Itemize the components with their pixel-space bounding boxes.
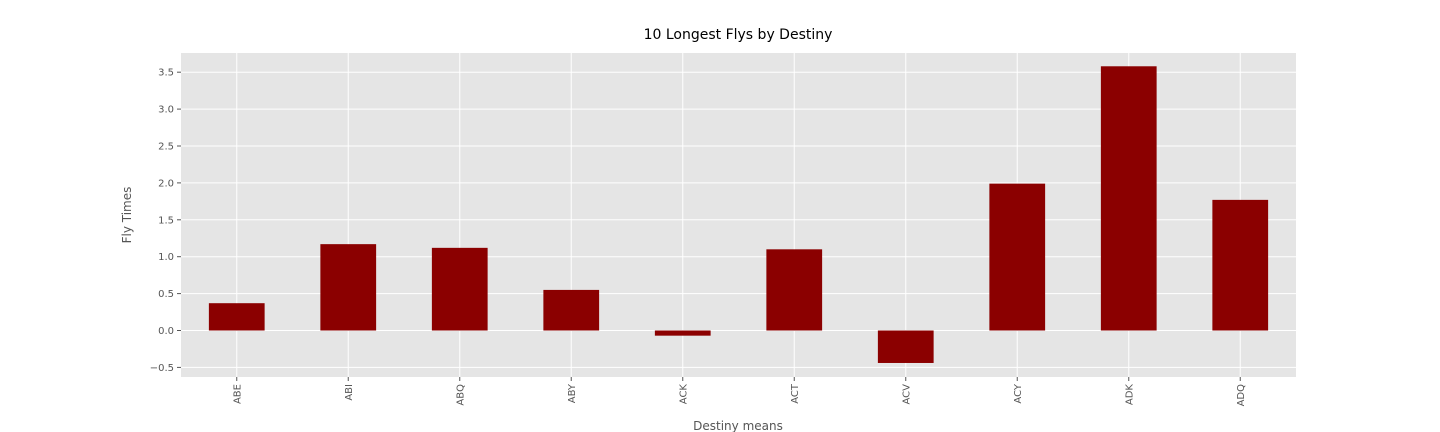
bar-acy [989,183,1046,331]
bar-adk [1100,66,1157,331]
x-tick-label: ACK [678,384,689,405]
x-tick-label: ABQ [455,384,466,406]
y-tick-label: 0.5 [158,289,174,300]
y-tick-label: 3.5 [158,68,174,79]
bar-abq [431,247,488,331]
bar-abi [320,244,377,331]
x-tick-label: ADK [1124,384,1135,406]
y-tick-label: 1.0 [158,252,174,263]
x-tick-label: ACY [1013,383,1024,403]
bar-aby [543,289,600,331]
y-tick-label: 2.0 [158,178,174,189]
x-tick-label: ADQ [1236,384,1247,407]
y-tick-label: 1.5 [158,215,174,226]
x-axis-ticks: ABE ABI ABQ ABY ACK ACT ACV ACY ADK ADQ [232,377,1247,406]
bar-act [766,249,823,331]
y-tick-label: 0.0 [158,326,174,337]
x-tick-label: ACT [790,383,801,404]
y-axis-ticks: −0.5 0.0 0.5 1.0 1.5 2.0 2.5 3.0 3.5 [150,68,181,374]
bar-acv [877,330,934,363]
x-tick-label: ACV [901,384,912,405]
y-axis-label: Fly Times [120,187,134,244]
bar-ack [654,330,711,336]
x-tick-label: ABY [567,383,578,403]
bars [208,66,1269,363]
x-tick-label: ABI [344,384,355,401]
y-tick-label: −0.5 [150,363,174,374]
chart-title: 10 Longest Flys by Destiny [644,27,833,43]
x-axis-label: Destiny means [693,419,783,432]
x-tick-label: ABE [232,384,243,404]
y-tick-label: 3.0 [158,105,174,116]
bar-abe [208,303,265,331]
y-tick-label: 2.5 [158,141,174,152]
bar-adq [1212,199,1269,331]
